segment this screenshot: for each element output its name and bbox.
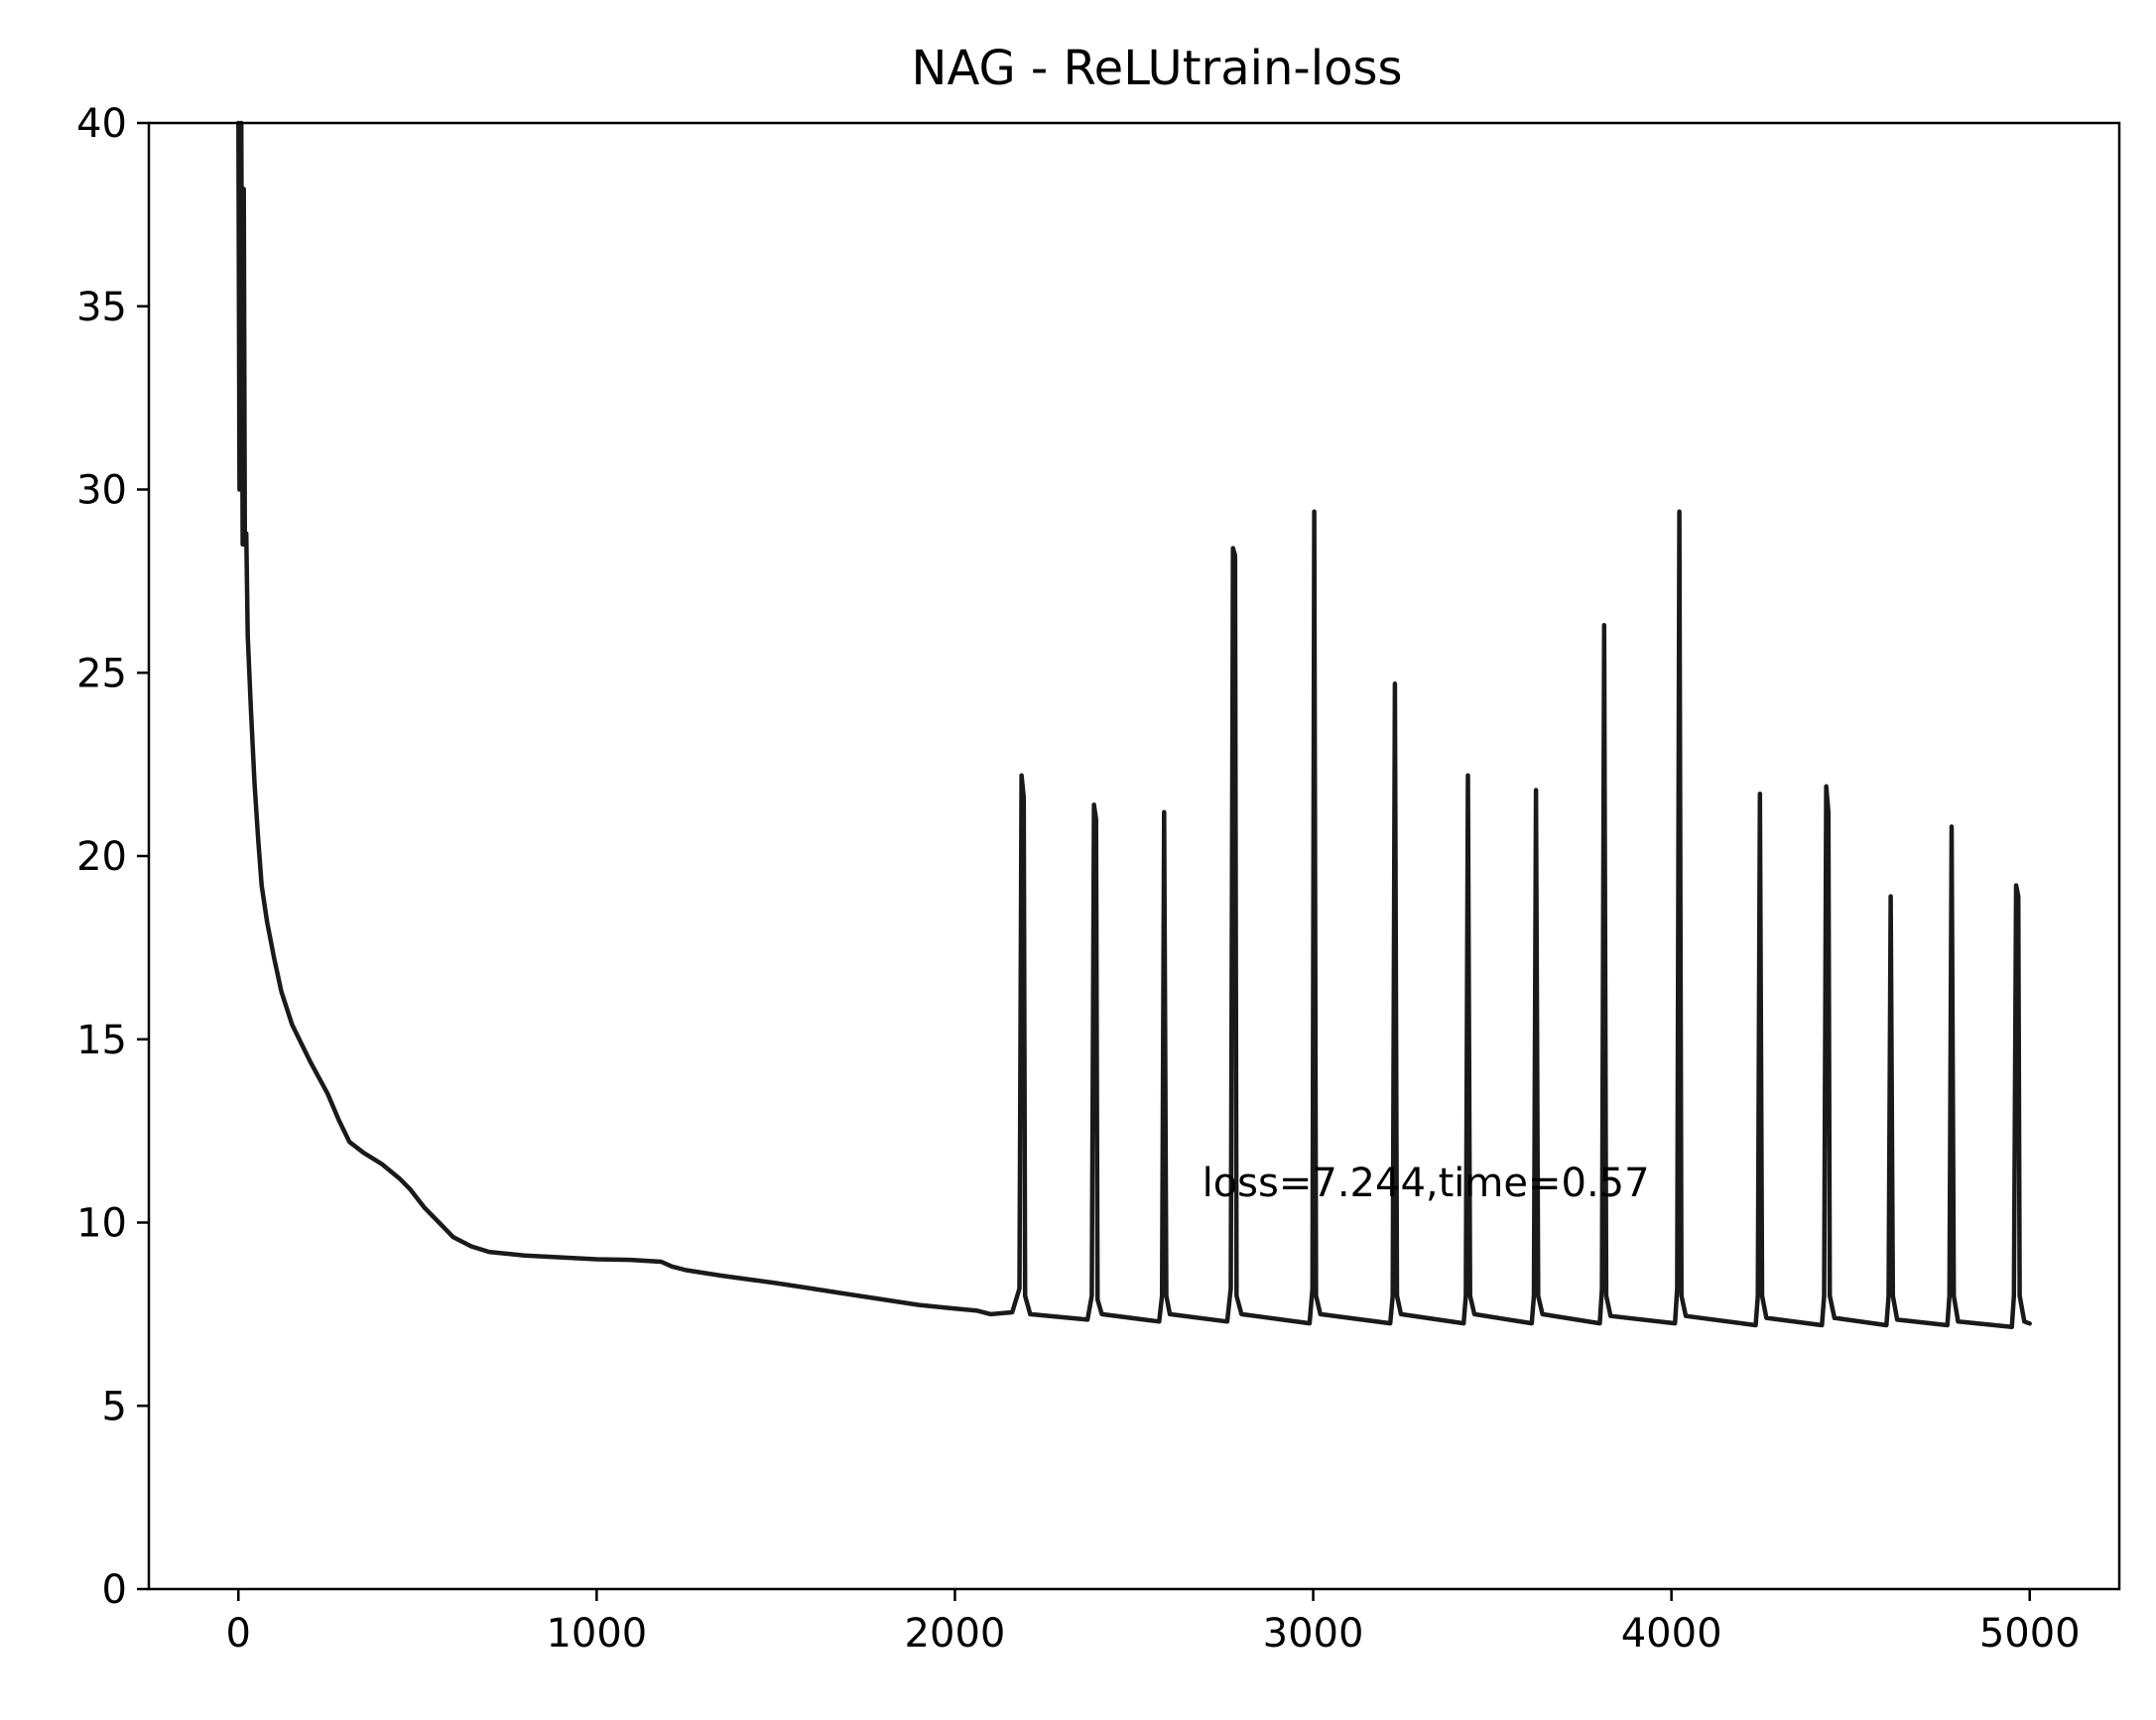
y-tick-label: 10 — [76, 1201, 127, 1247]
series-line-train-loss — [236, 120, 2032, 1330]
plot-frame — [147, 121, 2121, 1591]
y-tick-label: 0 — [102, 1567, 127, 1613]
y-axis: 0 5 10 15 20 25 30 35 40 — [76, 101, 149, 1613]
y-tick-label: 35 — [76, 285, 127, 330]
x-tick-label: 3000 — [1263, 1611, 1364, 1657]
x-tick-label: 2000 — [905, 1611, 1006, 1657]
loss-time-annotation: loss=7.244,time=0.57 — [1203, 1161, 1650, 1206]
y-tick-label: 30 — [76, 468, 127, 514]
y-tick-label: 5 — [102, 1384, 127, 1429]
chart-title: NAG - ReLUtrain-loss — [912, 41, 1403, 96]
y-tick-label: 40 — [76, 101, 127, 147]
x-tick-label: 5000 — [1979, 1611, 2081, 1657]
y-tick-label: 15 — [76, 1018, 127, 1063]
y-tick-label: 20 — [76, 834, 127, 880]
x-tick-label: 4000 — [1621, 1611, 1722, 1657]
y-tick-label: 25 — [76, 651, 127, 696]
x-axis: 0 1000 2000 3000 4000 5000 — [226, 1589, 2081, 1657]
x-tick-label: 0 — [226, 1611, 251, 1657]
x-tick-label: 1000 — [546, 1611, 647, 1657]
